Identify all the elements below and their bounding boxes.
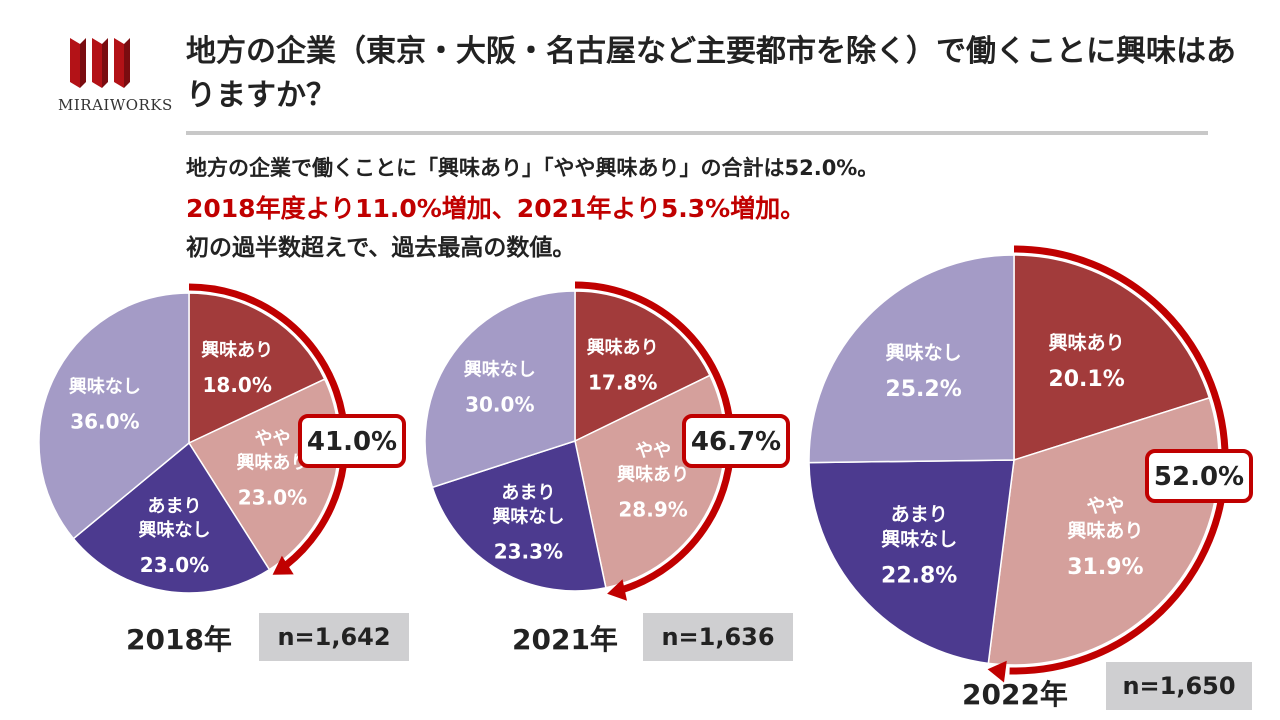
slice-label: やや	[255, 428, 291, 449]
logo-text: MIRAIWORKS	[58, 96, 173, 114]
pie-slice	[431, 440, 607, 592]
pie-slice	[72, 441, 271, 594]
total-box	[298, 414, 406, 468]
pie-slice	[1013, 254, 1211, 462]
slice-label: 興味あり	[587, 337, 659, 359]
slice-value-label: 23.3%	[494, 540, 563, 564]
slice-label: 興味なし	[492, 506, 564, 528]
summary-line-1: 地方の企業で働くことに「興味あり」「やや興味あり」の合計は52.0%。	[186, 156, 879, 180]
slice-label: やや	[635, 440, 671, 461]
slice-label: 興味あり	[1049, 332, 1125, 354]
slice-value-label: 28.9%	[618, 497, 687, 521]
slice-label: 興味あり	[1067, 520, 1143, 542]
slice-label: あまり	[891, 504, 948, 526]
slice-label: 興味あり	[237, 451, 309, 473]
slice-value-label: 31.9%	[1067, 555, 1143, 580]
sample-size-2021: n=1,636	[643, 613, 793, 661]
pie-chart-2021年: 興味あり17.8%やや興味あり28.9%あまり興味なし23.3%興味なし30.0…	[424, 281, 790, 601]
total-value-label: 52.0%	[1154, 462, 1244, 492]
slice-value-label: 25.2%	[885, 377, 961, 402]
sample-size-2018: n=1,642	[259, 613, 409, 661]
total-value-label: 41.0%	[307, 427, 397, 457]
total-value-label: 46.7%	[691, 427, 781, 457]
total-arc	[188, 283, 349, 569]
year-label-2022: 2022年	[962, 678, 1068, 711]
pie-slice	[808, 459, 1015, 665]
summary-line-2: 2018年度より11.0%増加、2021年より5.3%増加。	[186, 194, 806, 223]
slice-label: 興味あり	[617, 463, 689, 485]
logo-mark-icon	[70, 38, 130, 88]
slice-label: 興味あり	[201, 339, 273, 361]
arrow-head-icon	[272, 555, 294, 575]
year-label-2018: 2018年	[126, 623, 232, 656]
pie-slice	[38, 292, 190, 540]
slice-value-label: 23.0%	[140, 553, 209, 577]
summary-line-3: 初の過半数超えで、過去最高の数値。	[186, 235, 576, 261]
pie-slice	[424, 290, 576, 489]
slice-label: 興味なし	[886, 342, 962, 364]
slice-value-label: 18.0%	[203, 373, 272, 397]
total-box	[1145, 449, 1253, 503]
slice-label: 興味なし	[69, 375, 141, 397]
slice-value-label: 22.8%	[881, 564, 957, 589]
slice-value-label: 20.1%	[1048, 367, 1124, 392]
slice-label: 興味なし	[881, 529, 957, 551]
slice-label: あまり	[148, 496, 202, 517]
slice-label: 興味なし	[464, 358, 536, 380]
mirai-works-logo: MIRAIWORKS	[58, 34, 173, 124]
year-label-2021: 2021年	[512, 623, 618, 656]
sample-size-2022: n=1,650	[1106, 662, 1252, 710]
slice-value-label: 36.0%	[70, 409, 139, 433]
pie-slice	[188, 292, 326, 445]
slice-label: やや	[1086, 495, 1124, 517]
total-box	[682, 414, 790, 468]
pie-slice	[808, 254, 1015, 464]
arrow-head-icon	[987, 660, 1007, 683]
slice-value-label: 30.0%	[465, 392, 534, 416]
pie-chart-2018年: 興味あり18.0%やや興味あり23.0%あまり興味なし23.0%興味なし36.0…	[38, 283, 406, 594]
slice-label: 興味なし	[139, 519, 211, 541]
page-title: 地方の企業（東京・大阪・名古屋など主要都市を除く）で働くことに興味はありますか？	[186, 34, 1236, 113]
pie-chart-2022年: 興味あり20.1%やや興味あり31.9%あまり興味なし22.8%興味なし25.2…	[808, 245, 1253, 683]
title-divider	[186, 131, 1208, 135]
slice-value-label: 23.0%	[238, 485, 307, 509]
slice-value-label: 17.8%	[588, 371, 657, 395]
arrow-head-icon	[607, 579, 627, 601]
pie-slice	[574, 290, 711, 443]
slice-label: あまり	[501, 483, 555, 504]
